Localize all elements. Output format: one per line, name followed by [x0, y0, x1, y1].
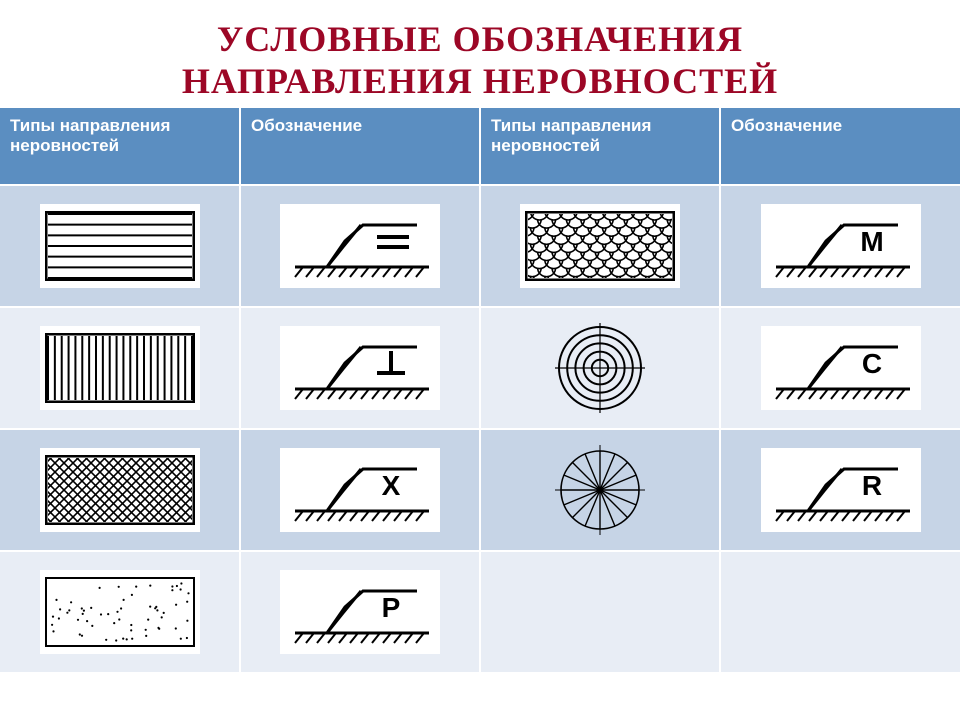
symbol-graphic: C — [761, 326, 921, 410]
table-cell: P — [240, 551, 480, 672]
table-cell — [0, 307, 240, 429]
symbol-graphic — [520, 204, 680, 288]
svg-text:X: X — [382, 470, 401, 501]
table-cell — [0, 185, 240, 307]
table-cell — [480, 185, 720, 307]
col-header-2: Обозначение — [240, 108, 480, 185]
col-header-1: Типы направления неровностей — [0, 108, 240, 185]
symbol-graphic — [40, 326, 200, 410]
page: УСЛОВНЫЕ ОБОЗНАЧЕНИЯ НАПРАВЛЕНИЯ НЕРОВНО… — [0, 0, 960, 720]
table-row: C — [0, 307, 960, 429]
symbol-graphic: X — [280, 448, 440, 532]
table-cell — [240, 185, 480, 307]
symbol-graphic: M — [761, 204, 921, 288]
symbol-graphic — [550, 318, 650, 418]
title-line-2: НАПРАВЛЕНИЯ НЕРОВНОСТЕЙ — [182, 61, 778, 101]
table-cell: M — [720, 185, 960, 307]
table-cell: X — [240, 429, 480, 551]
svg-text:P: P — [382, 592, 401, 623]
symbol-graphic — [280, 204, 440, 288]
symbols-table: Типы направления неровностей Обозначение… — [0, 108, 960, 672]
table-body: M C X — [0, 185, 960, 672]
table-cell — [480, 429, 720, 551]
table-cell — [240, 307, 480, 429]
table-cell — [480, 307, 720, 429]
symbol-graphic: R — [761, 448, 921, 532]
symbol-graphic — [280, 326, 440, 410]
table-cell — [0, 551, 240, 672]
table-header-row: Типы направления неровностей Обозначение… — [0, 108, 960, 185]
table-row: M — [0, 185, 960, 307]
table-row: X R — [0, 429, 960, 551]
title-line-1: УСЛОВНЫЕ ОБОЗНАЧЕНИЯ — [217, 19, 743, 59]
symbol-graphic: P — [280, 570, 440, 654]
svg-text:R: R — [861, 470, 881, 501]
page-title: УСЛОВНЫЕ ОБОЗНАЧЕНИЯ НАПРАВЛЕНИЯ НЕРОВНО… — [0, 0, 960, 108]
table-cell: C — [720, 307, 960, 429]
table-cell — [720, 551, 960, 672]
symbol-graphic — [550, 440, 650, 540]
symbol-graphic — [40, 570, 200, 654]
table-row: P — [0, 551, 960, 672]
table-cell — [0, 429, 240, 551]
symbol-graphic — [40, 204, 200, 288]
svg-text:C: C — [861, 348, 881, 379]
table-cell: R — [720, 429, 960, 551]
svg-text:M: M — [860, 226, 883, 257]
col-header-4: Обозначение — [720, 108, 960, 185]
col-header-3: Типы направления неровностей — [480, 108, 720, 185]
table-cell — [480, 551, 720, 672]
symbol-graphic — [40, 448, 200, 532]
